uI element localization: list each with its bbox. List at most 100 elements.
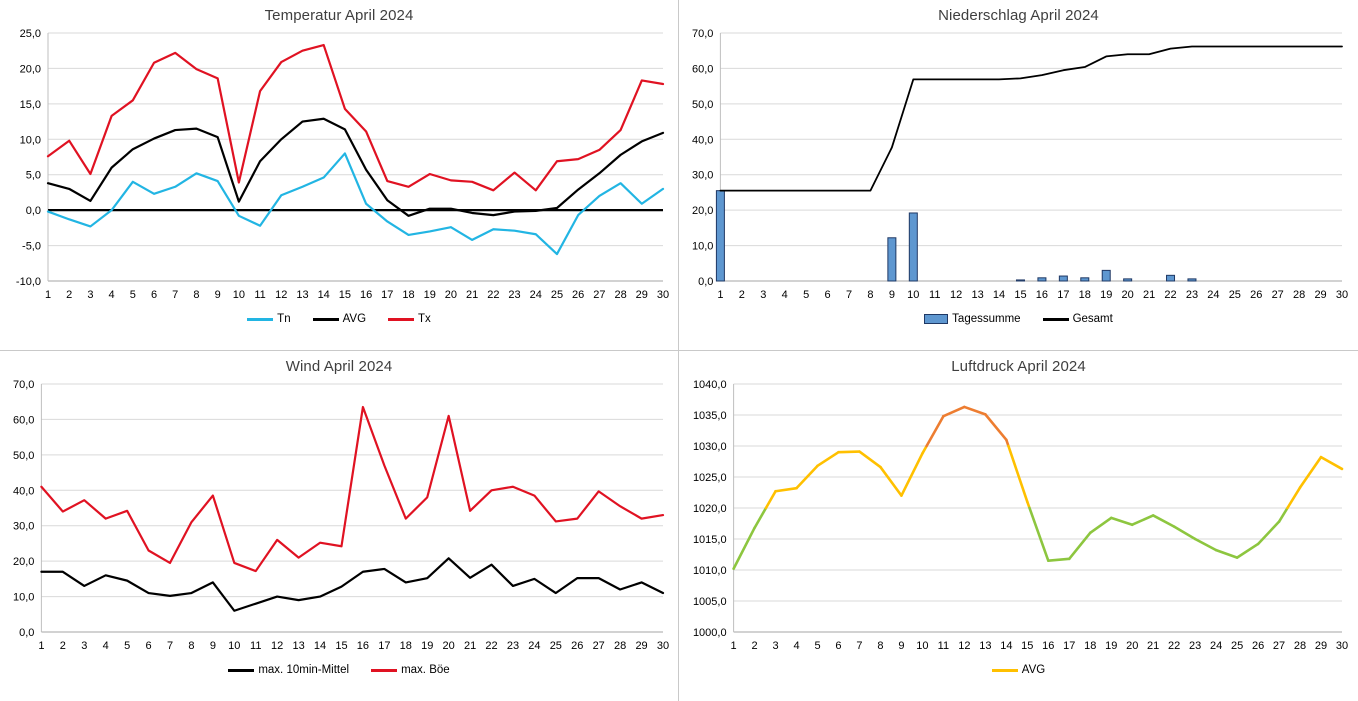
svg-text:-5,0: -5,0 — [22, 241, 41, 253]
legend-item-AVG: AVG — [991, 664, 1046, 676]
legend-label: Tn — [277, 313, 291, 325]
svg-text:15: 15 — [1021, 640, 1033, 652]
legend-item-Tn: Tn — [247, 313, 291, 325]
svg-text:2: 2 — [59, 640, 65, 652]
x-axis-ticks: 1 2 3 4 5 6 7 8 9 10 11 12 13 14 15 16 17 18 19 20 21 22 23 24 2… — [44, 289, 668, 301]
gridlines — [733, 383, 1342, 633]
svg-text:14: 14 — [1000, 640, 1012, 652]
svg-text:27: 27 — [1273, 640, 1285, 652]
svg-text:10: 10 — [916, 640, 928, 652]
svg-text:70,0: 70,0 — [12, 379, 33, 391]
svg-text:1020,0: 1020,0 — [693, 503, 727, 515]
svg-text:10,0: 10,0 — [692, 241, 713, 253]
svg-text:16: 16 — [1042, 640, 1054, 652]
svg-text:4: 4 — [102, 640, 108, 652]
y-axis-ticks: 1000,0 1005,0 1010,0 1015,0 1020,0 1025,0 1030… — [693, 379, 727, 639]
svg-text:25: 25 — [1231, 640, 1243, 652]
series-line-Gesamt — [719, 45, 1343, 192]
svg-text:16: 16 — [1036, 289, 1048, 301]
legend-line-swatch-icon — [991, 668, 1018, 672]
legend-line-swatch-icon — [388, 317, 415, 321]
svg-text:3: 3 — [87, 289, 93, 301]
svg-text:11: 11 — [250, 640, 261, 652]
legend-label: max. Böe — [401, 664, 450, 676]
wind-chart-panel: Wind April 2024 0,0 10,0 20,0 30,0 40,0 50,0 6… — [0, 351, 678, 701]
legend-label: AVG — [1021, 664, 1046, 676]
svg-text:21: 21 — [1147, 640, 1159, 652]
x-axis-ticks: 1 2 3 4 5 6 7 8 9 10 11 12 13 14 15 16 17 18 19 20 21 22 23 24 2… — [38, 640, 669, 652]
svg-text:6: 6 — [145, 640, 151, 652]
svg-text:22: 22 — [487, 289, 499, 301]
pressure-chart-legend: AVG — [991, 658, 1046, 682]
svg-text:60,0: 60,0 — [692, 63, 713, 75]
svg-text:13: 13 — [979, 640, 991, 652]
svg-text:29: 29 — [1315, 640, 1327, 652]
series-line-Tx — [46, 43, 664, 192]
svg-text:2: 2 — [739, 289, 745, 301]
svg-text:16: 16 — [356, 640, 368, 652]
wind-chart-canvas: 0,010,020,030,040,050,060,070,01 2 3 4 5 6 7 8 9… — [12, 379, 669, 652]
svg-text:20,0: 20,0 — [19, 63, 40, 75]
svg-text:30,0: 30,0 — [692, 170, 713, 182]
svg-text:28: 28 — [1294, 640, 1306, 652]
svg-text:0,0: 0,0 — [25, 205, 40, 217]
svg-text:23: 23 — [508, 289, 520, 301]
svg-text:-10,0: -10,0 — [15, 276, 40, 288]
svg-text:27: 27 — [592, 640, 604, 652]
svg-text:26: 26 — [571, 640, 583, 652]
svg-text:20: 20 — [1126, 640, 1138, 652]
legend-label: Gesamt — [1072, 313, 1113, 325]
svg-text:1: 1 — [44, 289, 50, 301]
svg-text:15,0: 15,0 — [19, 99, 40, 111]
svg-text:12: 12 — [958, 640, 970, 652]
svg-text:27: 27 — [593, 289, 605, 301]
svg-text:10: 10 — [907, 289, 919, 301]
legend-line-swatch-icon — [312, 317, 339, 321]
svg-text:7: 7 — [166, 640, 172, 652]
legend-line-swatch-icon — [1042, 317, 1069, 321]
svg-text:1025,0: 1025,0 — [693, 472, 727, 484]
svg-text:15: 15 — [1014, 289, 1026, 301]
svg-text:28: 28 — [614, 289, 626, 301]
svg-text:18: 18 — [402, 289, 414, 301]
legend-item-max. Böe: max. Böe — [371, 664, 450, 676]
legend-item-AVG: AVG — [312, 313, 366, 325]
svg-text:24: 24 — [528, 640, 540, 652]
svg-text:26: 26 — [1252, 640, 1264, 652]
precipitation-chart-panel: Niederschlag April 2024 0,0 10,0 20,0 30,0 4… — [679, 0, 1358, 350]
wind-chart-title: Wind April 2024 — [285, 358, 393, 375]
legend-line-swatch-icon — [228, 668, 255, 672]
series-line-max. Böe — [39, 405, 664, 573]
svg-text:15: 15 — [335, 640, 347, 652]
svg-text:17: 17 — [1063, 640, 1075, 652]
svg-text:20: 20 — [444, 289, 456, 301]
svg-text:0,0: 0,0 — [698, 276, 713, 288]
precipitation-chart-title: Niederschlag April 2024 — [938, 7, 1099, 24]
svg-text:27: 27 — [1272, 289, 1284, 301]
svg-text:13: 13 — [296, 289, 308, 301]
svg-text:16: 16 — [359, 289, 371, 301]
svg-text:22: 22 — [1164, 289, 1176, 301]
temperature-chart-panel: Temperatur April 2024 -10,0 -5,0 0,0 5,0 10,… — [0, 0, 678, 350]
svg-text:26: 26 — [572, 289, 584, 301]
svg-text:20: 20 — [1122, 289, 1134, 301]
svg-text:12: 12 — [271, 640, 283, 652]
gridlines — [40, 383, 663, 633]
svg-text:25: 25 — [549, 640, 561, 652]
svg-text:30: 30 — [656, 289, 668, 301]
svg-text:5: 5 — [814, 640, 820, 652]
svg-text:24: 24 — [1210, 640, 1222, 652]
pressure-chart-title: Luftdruck April 2024 — [951, 358, 1086, 375]
svg-text:9: 9 — [898, 640, 904, 652]
svg-text:40,0: 40,0 — [692, 134, 713, 146]
svg-text:20: 20 — [442, 640, 454, 652]
svg-text:3: 3 — [760, 289, 766, 301]
series-line-AVG — [46, 117, 664, 217]
svg-text:9: 9 — [209, 640, 215, 652]
svg-text:19: 19 — [1100, 289, 1112, 301]
svg-text:25: 25 — [550, 289, 562, 301]
svg-text:4: 4 — [793, 640, 799, 652]
svg-text:23: 23 — [1186, 289, 1198, 301]
svg-text:8: 8 — [867, 289, 873, 301]
precipitation-chart-legend: Tagessumme Gesamt — [924, 307, 1113, 331]
